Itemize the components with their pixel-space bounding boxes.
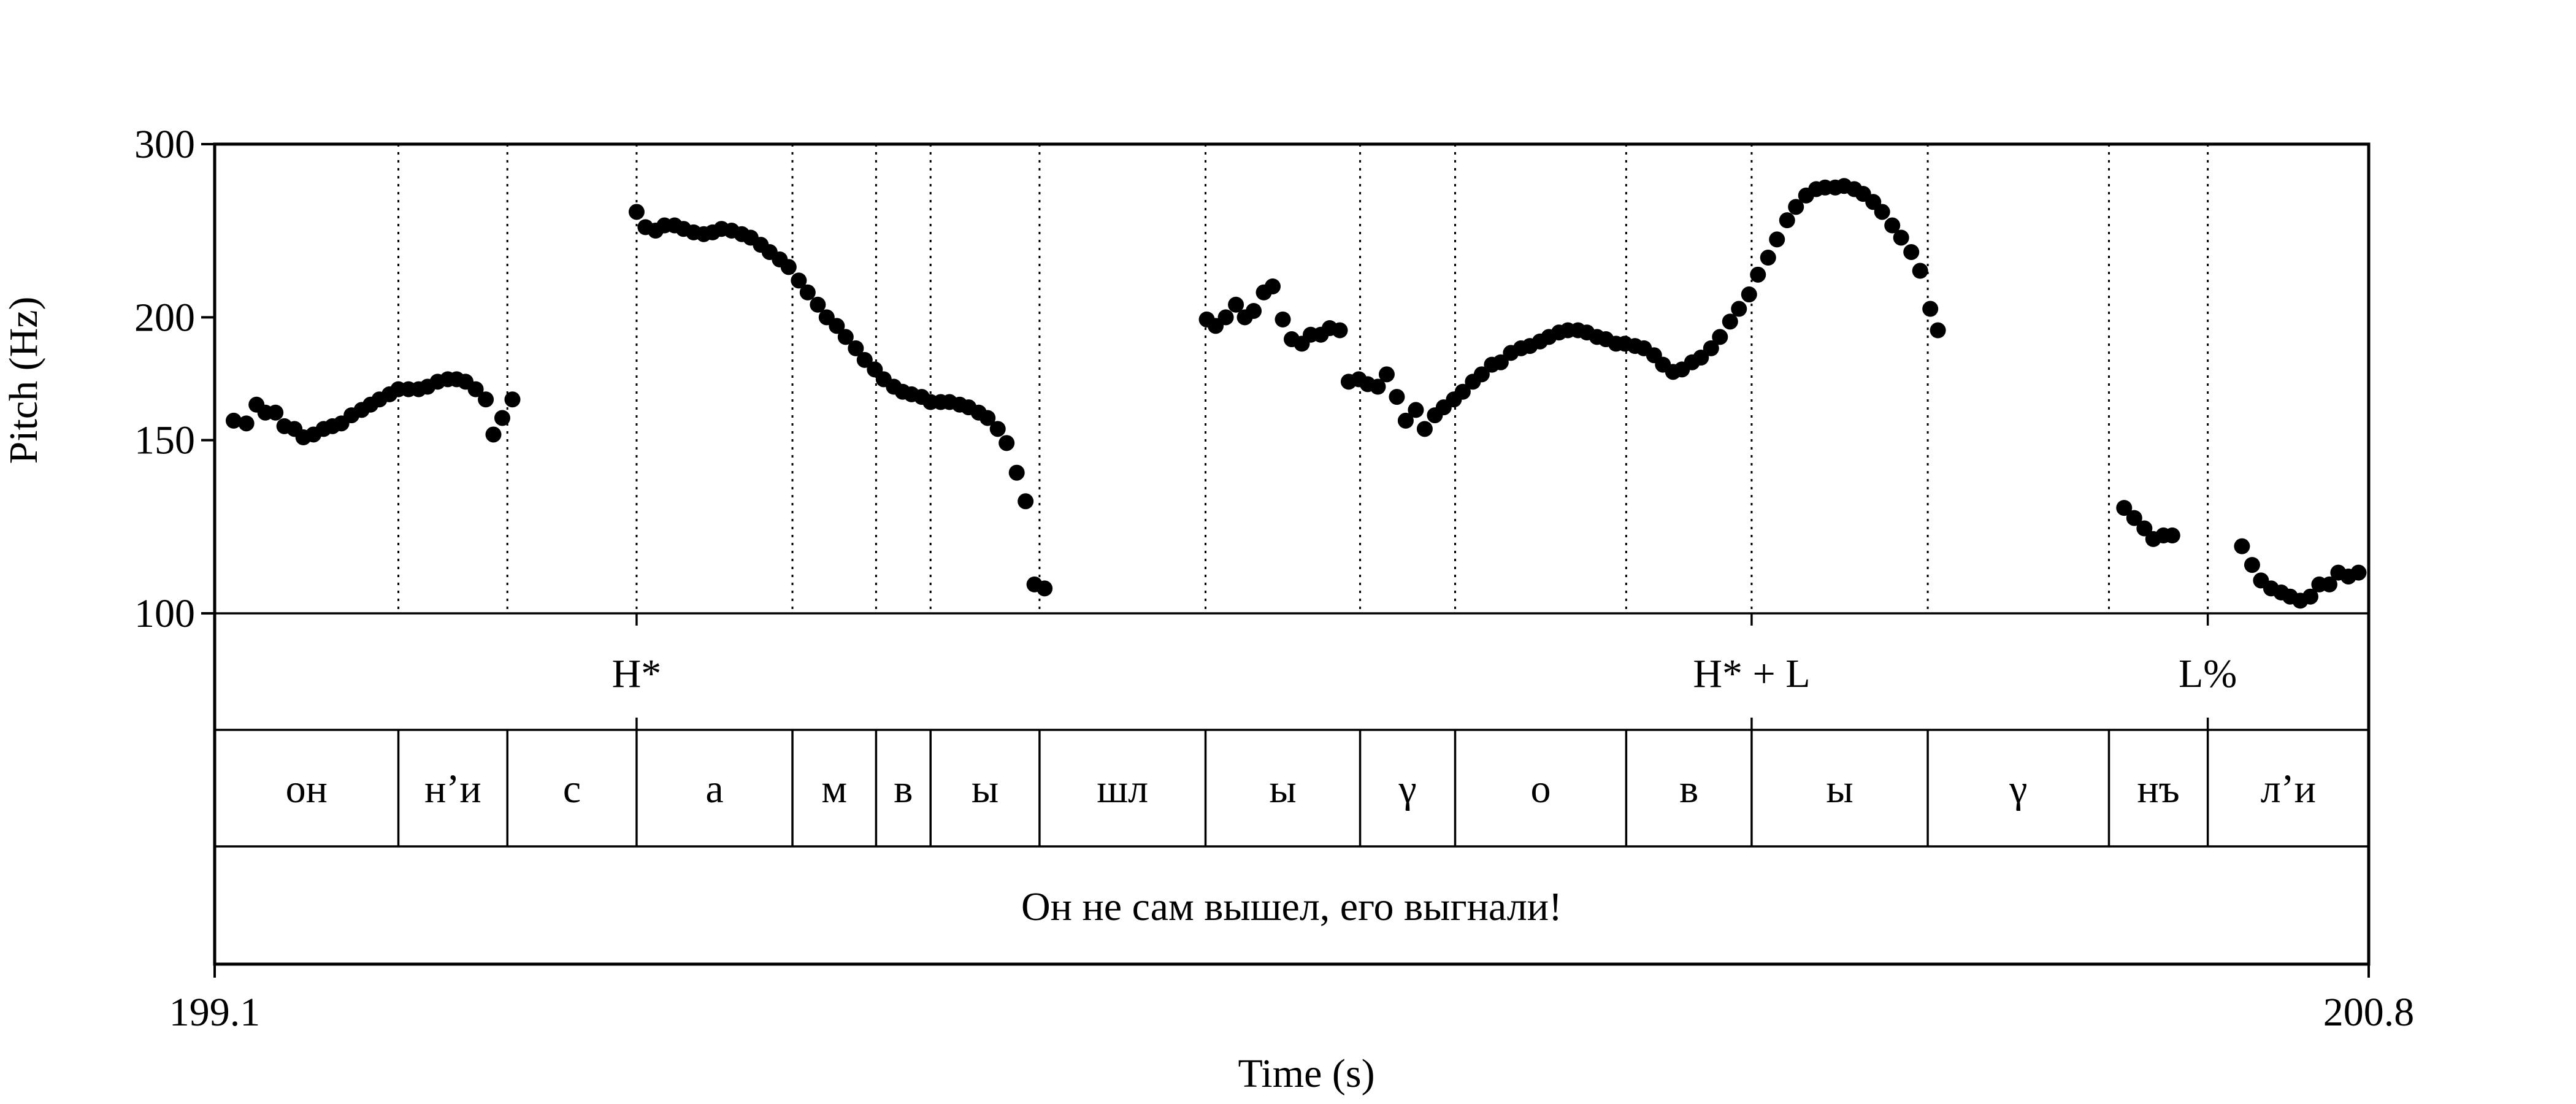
- figure-frame: [213, 142, 2371, 966]
- pitch-point: [1930, 322, 1946, 339]
- pitch-point: [791, 272, 807, 289]
- pitch-point: [1008, 464, 1025, 481]
- pitch-point: [856, 351, 873, 368]
- pitch-point: [1275, 311, 1291, 328]
- pitch-point: [2164, 527, 2180, 544]
- pitch-point: [2126, 510, 2142, 526]
- segment-label: нъ: [2137, 767, 2179, 811]
- pitch-point: [837, 329, 854, 345]
- pitch-point: [1760, 250, 1776, 266]
- y-tick-label: 200: [134, 295, 195, 340]
- pitch-point: [485, 426, 502, 443]
- segment-label: в: [894, 767, 913, 811]
- pitch-point: [1703, 340, 1719, 356]
- pitch-point: [2244, 557, 2260, 573]
- pitch-point: [1228, 296, 1244, 313]
- pitch-point: [1903, 243, 1920, 260]
- segment-label: м: [821, 767, 847, 811]
- pitch-point: [1378, 366, 1395, 383]
- pitch-point: [1416, 421, 1433, 437]
- pitch-point: [2350, 564, 2367, 581]
- pitch-point: [1246, 302, 1262, 319]
- segment-label: шл: [1097, 767, 1148, 811]
- pitch-point: [799, 284, 816, 301]
- x-tick-label: 200.8: [2323, 990, 2415, 1035]
- pitch-point: [2302, 588, 2318, 605]
- segment-label: γ: [2009, 767, 2027, 811]
- pitch-point: [1492, 354, 1509, 370]
- pitch-point: [1731, 301, 1747, 317]
- tone-label: L%: [2179, 651, 2237, 696]
- pitch-point: [1712, 329, 1728, 345]
- pitch-point: [1473, 366, 1490, 383]
- pitch-point: [478, 391, 494, 408]
- pitch-point: [1750, 266, 1766, 283]
- pitch-point: [1397, 412, 1414, 429]
- pitch-point: [1265, 278, 1281, 294]
- pitch-point: [504, 391, 521, 408]
- pitch-point: [1884, 217, 1901, 234]
- pitch-point: [2136, 520, 2153, 537]
- segment-label: л’и: [2261, 767, 2316, 811]
- pitch-point: [829, 318, 845, 334]
- pitch-point: [848, 340, 864, 356]
- y-tick-label: 150: [134, 418, 195, 463]
- pitch-point: [1779, 212, 1795, 229]
- pitch-point: [1922, 301, 1939, 317]
- segment-label: н’и: [424, 767, 481, 811]
- sentence-text: Он не сам вышел, его выгнали!: [1021, 884, 1562, 929]
- segment-label: γ: [1398, 767, 1416, 811]
- pitch-point: [1018, 493, 1034, 510]
- pitch-point: [1454, 383, 1471, 400]
- pitch-point: [810, 296, 826, 313]
- pitch-point: [1788, 199, 1804, 215]
- pitch-point: [780, 259, 797, 275]
- pitch-point: [1769, 231, 1785, 248]
- pitch-point: [1408, 402, 1424, 418]
- segment-label: ы: [1269, 767, 1296, 811]
- pitch-point: [979, 410, 996, 426]
- pitch-point: [2321, 576, 2337, 592]
- segment-label: с: [563, 767, 581, 811]
- segment-label: а: [705, 767, 723, 811]
- segment-label: о: [1530, 767, 1551, 811]
- tone-label: H*: [612, 651, 662, 696]
- pitch-point: [1037, 580, 1053, 597]
- y-tick-label: 100: [134, 591, 195, 636]
- axes: Pitch (Hz) Time (s) 100 150 200 300 199.1 200…: [1, 122, 2414, 1096]
- pitch-point: [1893, 229, 1909, 246]
- pitch-point: [1389, 389, 1405, 405]
- x-tick-label: 199.1: [169, 990, 261, 1035]
- pitch-point: [1912, 263, 1928, 279]
- pitch-point: [1370, 378, 1386, 395]
- segment-label: в: [1679, 767, 1698, 811]
- pitch-point: [1874, 204, 1890, 220]
- pitch-point: [467, 381, 484, 397]
- pitch-point: [1332, 322, 1348, 339]
- pitch-point: [225, 412, 242, 429]
- y-tick-label: 300: [134, 122, 195, 167]
- segment-label: он: [286, 767, 328, 811]
- pitch-point: [1217, 309, 1234, 326]
- pitch-point: [989, 421, 1006, 437]
- pitch-point: [2116, 500, 2133, 516]
- pitch-point: [1741, 286, 1757, 303]
- pitch-point: [1722, 313, 1738, 330]
- x-axis-label: Time (s): [1238, 1051, 1374, 1096]
- segment-label: ы: [1826, 767, 1853, 811]
- pitch-point: [1693, 350, 1709, 366]
- pitch-points: [225, 178, 2367, 609]
- pitch-point: [999, 435, 1015, 451]
- pitch-point: [267, 404, 284, 421]
- plot-area: [213, 142, 2371, 966]
- tone-label: H* + L: [1693, 651, 1810, 696]
- pitch-point: [628, 204, 645, 220]
- y-axis-label: Pitch (Hz): [1, 296, 46, 464]
- pitch-point: [238, 415, 255, 432]
- pitch-point: [2234, 538, 2250, 554]
- segment-label: ы: [972, 767, 999, 811]
- annotation-tiers: H* H* + L L% он н’и с а м в ы шл ы γ о в ы γ нъ л’и Он не с…: [286, 613, 2316, 929]
- pitch-point: [494, 410, 510, 426]
